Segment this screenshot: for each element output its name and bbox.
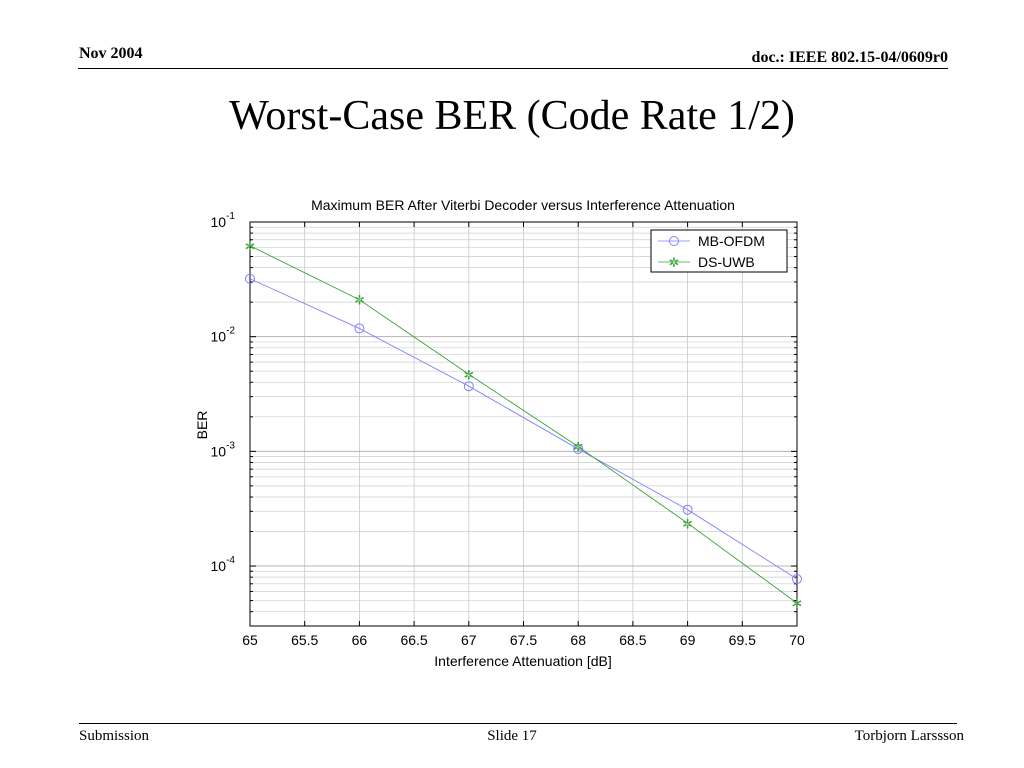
- y-tick-exponent: -3: [226, 440, 235, 451]
- header-doc-id: doc.: IEEE 802.15-04/0609r0: [751, 49, 948, 66]
- header-date: Nov 2004: [79, 45, 143, 62]
- y-tick-label: 10-2: [211, 326, 236, 345]
- x-tick-label: 67.5: [510, 632, 537, 648]
- data-point-mb-ofdm: [792, 574, 802, 585]
- y-axis-label: BER: [194, 411, 210, 440]
- header-divider: [78, 68, 948, 69]
- data-point-ds-uwb: ✲: [354, 293, 365, 308]
- x-tick-label: 65.5: [291, 632, 318, 648]
- chart-series: ✲ ✲ ✲ ✲ ✲ ✲: [245, 239, 803, 611]
- y-tick-label: 10-3: [211, 440, 236, 459]
- chart-grid: [249, 222, 798, 627]
- chart-ticks: 65 65.5 66 66.5 67 67.5 68 68.5 69 69.5 7010-110-2…: [211, 211, 805, 648]
- data-point-ds-uwb: ✲: [463, 367, 474, 382]
- y-tick-base: 10: [211, 443, 227, 459]
- x-tick-label: 66.5: [400, 632, 427, 648]
- data-point-mb-ofdm: [354, 323, 365, 334]
- data-point-ds-uwb: ✲: [573, 440, 584, 455]
- chart-legend: MB-OFDM ✲ DS-UWB: [650, 229, 788, 273]
- y-tick-exponent: -4: [226, 555, 235, 566]
- x-tick-label: 70: [789, 632, 805, 648]
- y-tick-base: 10: [211, 214, 227, 230]
- legend-label-ds-uwb: DS-UWB: [698, 254, 755, 270]
- legend-label-mb-ofdm: MB-OFDM: [698, 233, 765, 249]
- y-tick-base: 10: [211, 558, 227, 574]
- data-point-ds-uwb: ✲: [245, 239, 256, 254]
- x-tick-label: 69.5: [729, 632, 756, 648]
- x-tick-label: 67: [461, 632, 477, 648]
- chart-title: Maximum BER After Viterbi Decoder versus…: [311, 197, 735, 213]
- x-tick-label: 65: [242, 632, 258, 648]
- data-point-mb-ofdm: [573, 443, 584, 454]
- footer-author: Torbjorn Larssson: [854, 728, 964, 744]
- footer-submission: Submission: [79, 728, 150, 744]
- data-point-mb-ofdm: [245, 273, 255, 284]
- footer-divider: [79, 723, 957, 724]
- series-line-mb-ofdm: [249, 278, 798, 580]
- data-point-ds-uwb: ✲: [682, 516, 693, 531]
- y-tick-exponent: -1: [226, 211, 235, 222]
- x-tick-label: 66: [352, 632, 368, 648]
- legend-marker-mb-ofdm: [669, 236, 679, 246]
- x-axis-label: Interference Attenuation [dB]: [434, 653, 611, 669]
- legend-marker-ds-uwb: ✲: [669, 255, 680, 270]
- data-point-mb-ofdm: [463, 381, 474, 392]
- data-point-mb-ofdm: [682, 504, 693, 515]
- slide-title: Worst-Case BER (Code Rate 1/2): [229, 93, 795, 139]
- x-tick-label: 68: [570, 632, 586, 648]
- footer-slide-number: Slide 17: [487, 728, 537, 744]
- y-tick-exponent: -2: [226, 326, 235, 337]
- data-point-ds-uwb: ✲: [792, 596, 803, 611]
- x-tick-label: 69: [680, 632, 696, 648]
- series-line-ds-uwb: [249, 245, 798, 604]
- x-tick-label: 68.5: [619, 632, 646, 648]
- y-tick-base: 10: [211, 329, 227, 345]
- y-tick-label: 10-4: [211, 555, 236, 574]
- y-tick-label: 10-1: [211, 211, 236, 230]
